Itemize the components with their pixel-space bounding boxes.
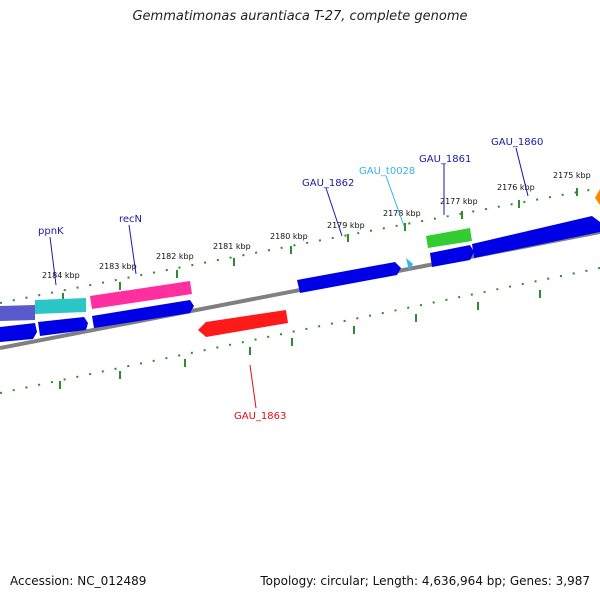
gene-label-gau-t0028: GAU_t0028 (359, 166, 415, 177)
tick-label: 2181 kbp (213, 242, 251, 251)
gene-label-gau-1860: GAU_1860 (491, 137, 543, 148)
genome-summary: Topology: circular; Length: 4,636,964 bp… (260, 574, 590, 588)
cds-upper-strand[interactable] (0, 189, 600, 321)
gene-label-gau-1862: GAU_1862 (302, 178, 354, 189)
label-leaders (49, 147, 529, 409)
tick-label: 2179 kbp (327, 221, 365, 230)
tick-label: 2177 kbp (440, 197, 478, 206)
cds-gau-1863[interactable] (198, 310, 288, 337)
tick-label: 2178 kbp (383, 209, 421, 218)
cds-near-backbone[interactable] (0, 216, 600, 342)
tick-label: 2183 kbp (99, 262, 137, 271)
accession-text: Accession: NC_012489 (10, 574, 147, 588)
gene-label-ppnk: ppnK (38, 226, 64, 237)
lower-major-ticks (59, 290, 541, 389)
tick-labels: 2175 kbp 2176 kbp 2177 kbp 2178 kbp 2179… (42, 171, 591, 280)
tick-label: 2176 kbp (497, 183, 535, 192)
gene-label-gau-1861: GAU_1861 (419, 154, 471, 165)
tick-label: 2180 kbp (270, 232, 308, 241)
tick-label: 2184 kbp (42, 271, 80, 280)
tick-label: 2175 kbp (553, 171, 591, 180)
tick-label: 2182 kbp (156, 252, 194, 261)
genome-title: Gemmatimonas aurantiaca T-27, complete g… (132, 9, 468, 24)
gene-label-recn: recN (119, 214, 142, 225)
gene-label-gau-1863: GAU_1863 (234, 411, 286, 422)
gene-labels: GAU_1860 GAU_1861 GAU_t0028 GAU_1862 rec… (38, 137, 543, 422)
